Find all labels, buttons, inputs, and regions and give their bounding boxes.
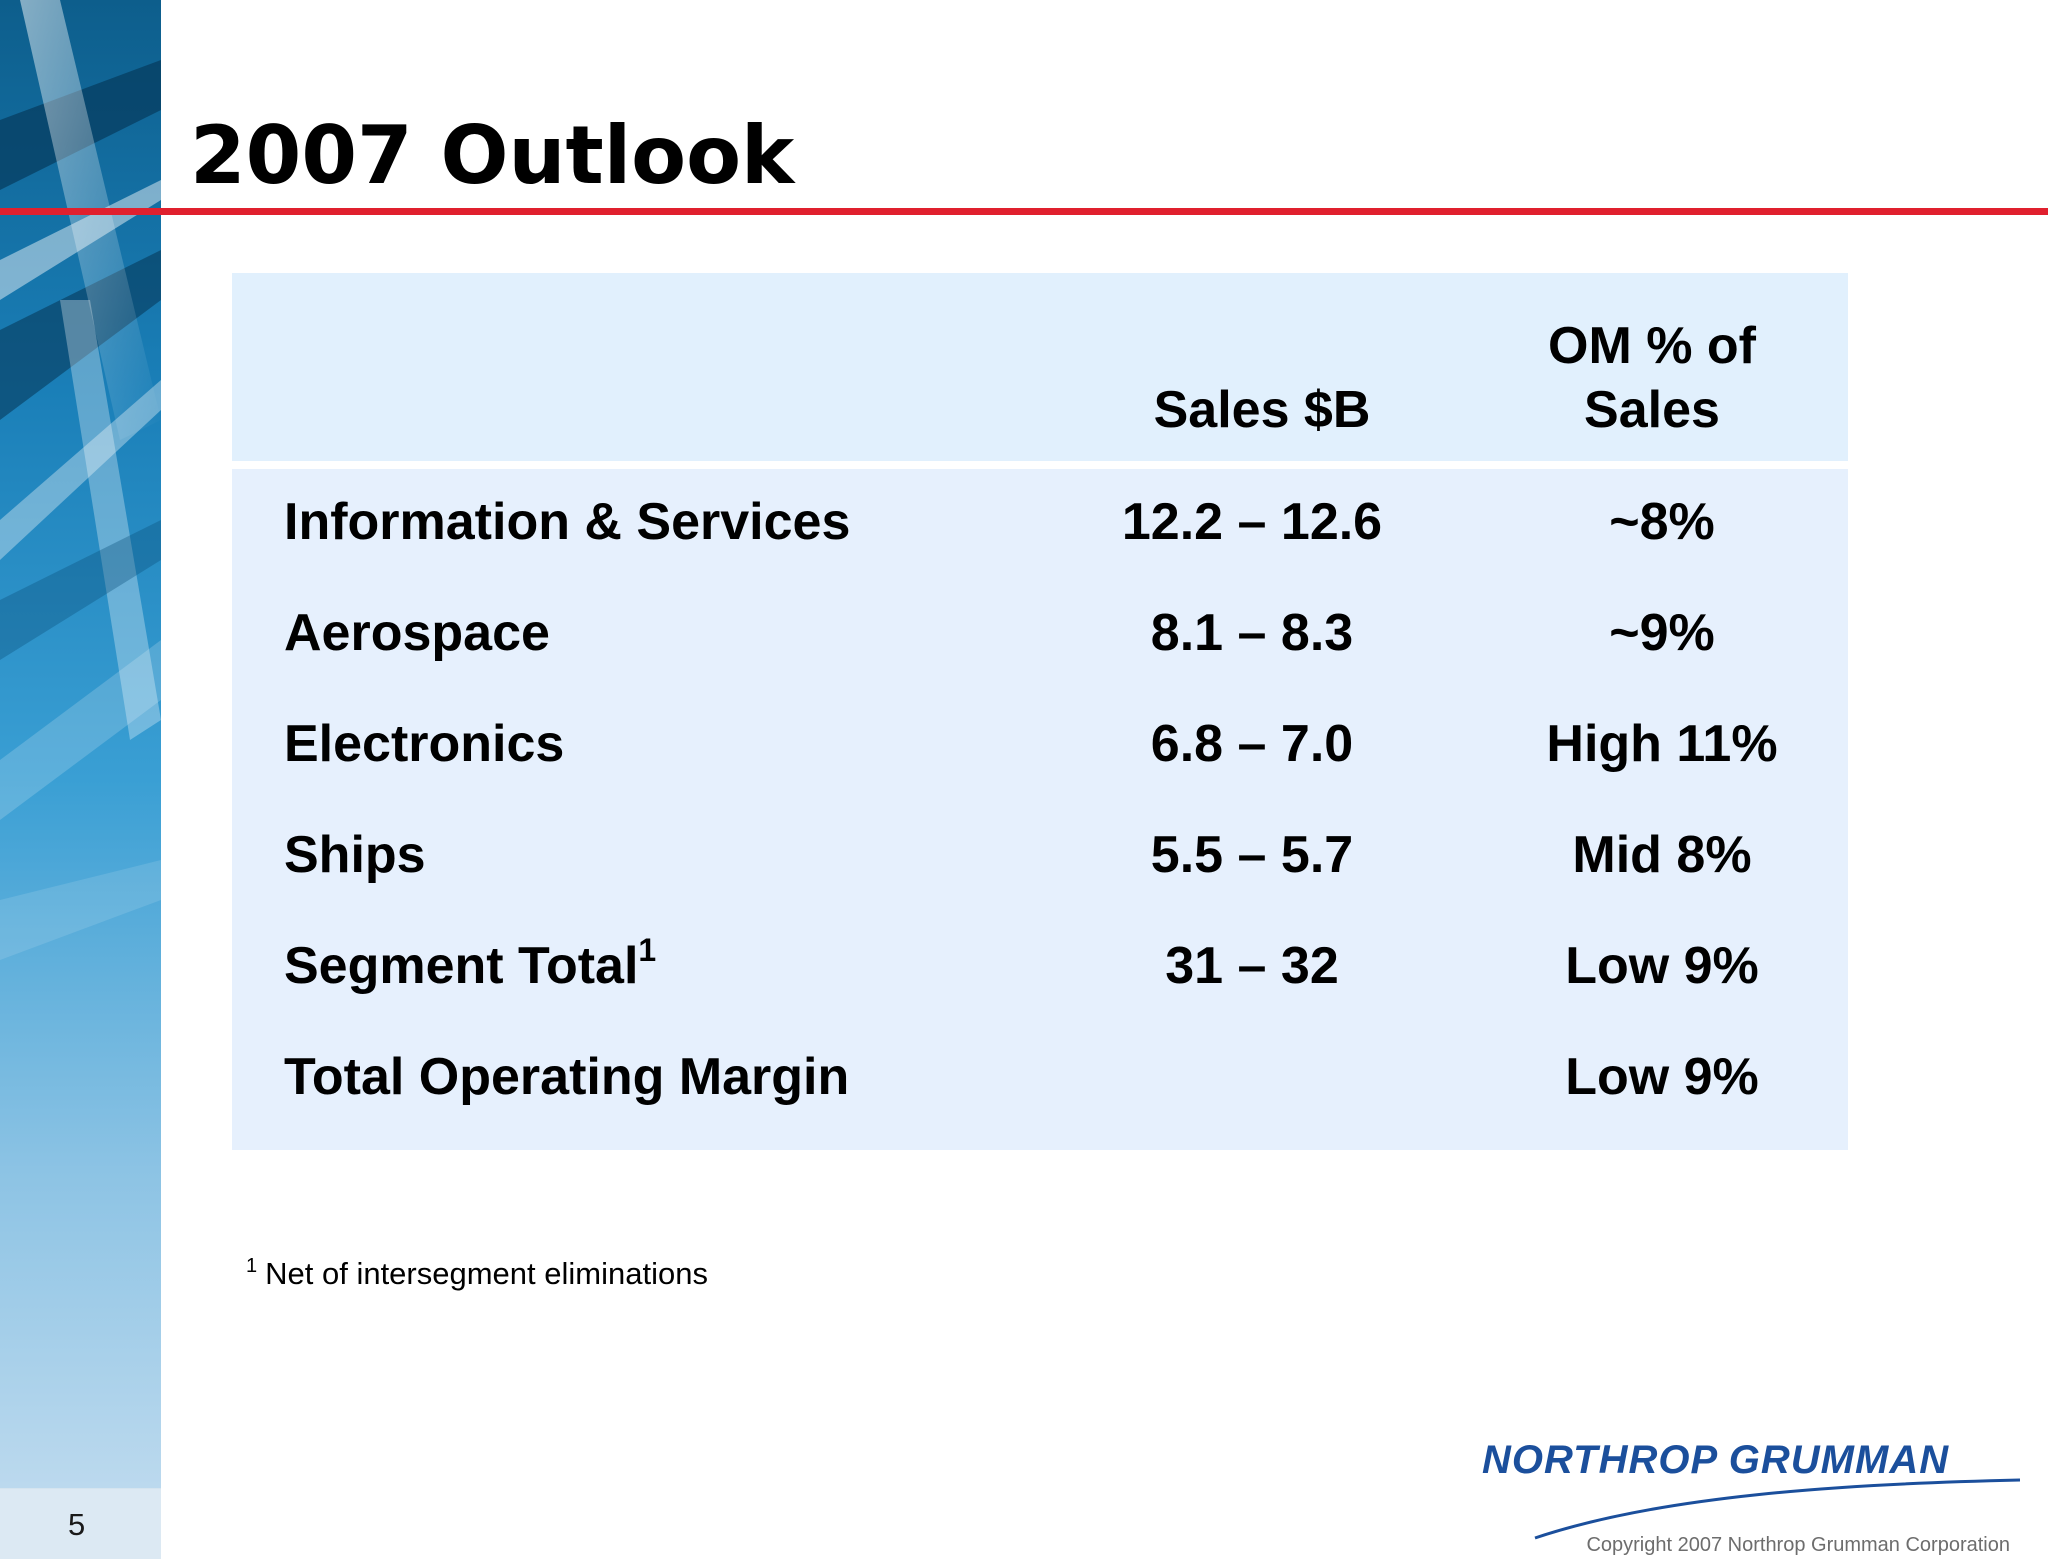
table-row: Total Operating Margin Low 9% <box>232 1024 1848 1135</box>
sales-range: 31 – 32 <box>1165 937 1339 995</box>
column-header-om: OM % of Sales <box>1492 314 1812 442</box>
segment-label-text: Ships <box>284 826 426 884</box>
segment-label-text: Aerospace <box>284 604 550 662</box>
om-percent: High 11% <box>1546 715 1778 773</box>
table-row: Ships 5.5 – 5.7 Mid 8% <box>232 802 1848 913</box>
table-row: Segment Total1 31 – 32 Low 9% <box>232 913 1848 1024</box>
footnote-reference: 1 <box>638 932 657 968</box>
segment-label-text: Total Operating Margin <box>284 1048 850 1106</box>
table-header: Sales $B OM % of Sales <box>232 273 1848 461</box>
table-row: Information & Services 12.2 – 12.6 ~8% <box>232 469 1848 580</box>
column-header-om-line2: Sales <box>1584 381 1720 439</box>
om-percent: Mid 8% <box>1572 826 1752 884</box>
om-percent: Low 9% <box>1565 1048 1759 1106</box>
slide-title: 2007 Outlook <box>190 109 795 202</box>
decorative-side-panel <box>0 0 161 1559</box>
copyright-notice: Copyright 2007 Northrop Grumman Corporat… <box>1586 1534 2010 1556</box>
sales-range: 6.8 – 7.0 <box>1150 715 1354 773</box>
segment-label: Ships <box>284 820 426 890</box>
om-percent: Low 9% <box>1565 937 1759 995</box>
segment-label-text: Information & Services <box>284 493 851 551</box>
northrop-grumman-logo: NORTHROP GRUMMAN <box>1480 1438 2020 1548</box>
segment-label: Total Operating Margin <box>284 1042 849 1112</box>
segment-label: Aerospace <box>284 598 550 668</box>
segment-label: Segment Total1 <box>284 931 656 1001</box>
table-row: Electronics 6.8 – 7.0 High 11% <box>232 691 1848 802</box>
column-header-sales: Sales $B <box>1153 381 1371 439</box>
segment-label: Information & Services <box>284 487 850 557</box>
segment-label-text: Segment Total <box>284 937 639 995</box>
logo-swoosh-icon <box>1534 1478 2020 1540</box>
page-number: 5 <box>68 1507 86 1542</box>
footnote-marker: 1 <box>246 1255 258 1277</box>
footnote-text: Net of intersegment eliminations <box>265 1256 708 1291</box>
outlook-table: Sales $B OM % of Sales Information & Ser… <box>232 273 1848 1150</box>
segment-label-text: Electronics <box>284 715 565 773</box>
logo-wordmark: NORTHROP GRUMMAN <box>1482 1438 1950 1482</box>
table-body: Information & Services 12.2 – 12.6 ~8% A… <box>232 469 1848 1150</box>
footnote: 1 Net of intersegment eliminations <box>246 1256 708 1292</box>
page-number-box: 5 <box>0 1488 161 1559</box>
abstract-light-graphic <box>0 0 161 1559</box>
segment-label: Electronics <box>284 709 564 779</box>
title-divider <box>0 208 2048 215</box>
header-separator <box>232 461 1848 469</box>
om-percent: ~9% <box>1609 604 1715 662</box>
om-percent: ~8% <box>1609 493 1715 551</box>
column-header-om-line1: OM % of <box>1548 317 1756 375</box>
sales-range: 8.1 – 8.3 <box>1150 604 1354 662</box>
sales-range: 12.2 – 12.6 <box>1121 493 1383 551</box>
sales-range: 5.5 – 5.7 <box>1150 826 1354 884</box>
table-row: Aerospace 8.1 – 8.3 ~9% <box>232 580 1848 691</box>
